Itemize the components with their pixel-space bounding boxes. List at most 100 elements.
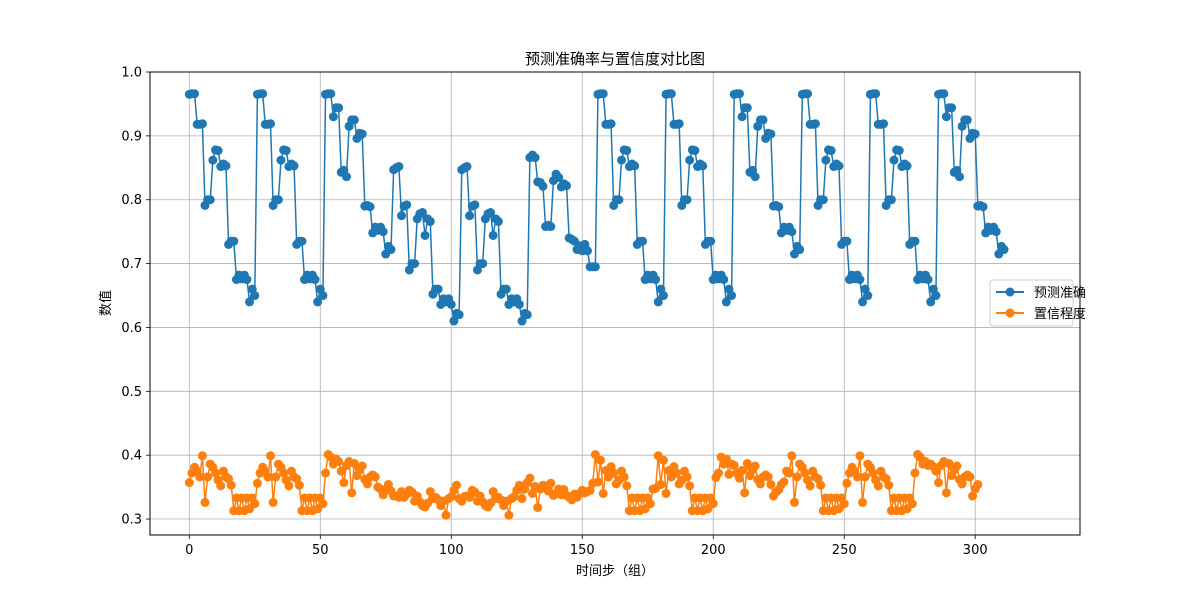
data-point: [868, 468, 878, 478]
data-point: [889, 155, 899, 165]
data-point: [334, 457, 344, 467]
data-point: [884, 480, 894, 490]
data-point: [554, 172, 564, 182]
data-point: [789, 497, 799, 507]
data-point: [517, 316, 527, 326]
data-point: [617, 155, 627, 165]
data-point: [213, 146, 223, 156]
data-point: [614, 195, 624, 205]
chart-title: 预测准确率与置信度对比图: [525, 50, 705, 68]
x-tick-label: 200: [701, 543, 726, 558]
data-point: [465, 211, 475, 221]
y-tick-label: 0.8: [121, 193, 142, 208]
data-point: [721, 297, 731, 307]
data-point: [941, 488, 951, 498]
data-point: [396, 211, 406, 221]
y-tick-label: 0.4: [121, 449, 142, 464]
x-tick-label: 250: [832, 543, 857, 558]
data-point: [737, 466, 747, 475]
data-point: [546, 222, 556, 232]
data-point: [263, 472, 273, 482]
data-point: [310, 275, 320, 285]
data-point: [328, 112, 338, 122]
data-point: [276, 155, 286, 165]
data-point: [855, 451, 865, 461]
data-point: [386, 245, 396, 255]
data-point: [800, 468, 810, 478]
data-point: [651, 275, 661, 285]
data-point: [268, 497, 278, 507]
data-point: [245, 297, 255, 307]
data-point: [734, 473, 744, 483]
data-point: [740, 488, 750, 498]
data-point: [339, 478, 349, 488]
data-point: [758, 115, 768, 125]
data-point: [318, 291, 328, 301]
data-point: [441, 510, 451, 520]
data-point: [690, 146, 700, 156]
data-point: [514, 299, 524, 309]
data-point: [818, 195, 828, 205]
data-point: [766, 129, 776, 139]
plot-frame: [149, 71, 1081, 536]
data-point: [454, 310, 464, 320]
data-point: [968, 491, 978, 501]
legend-marker-accuracy: [1005, 287, 1015, 297]
data-point: [250, 291, 260, 301]
legend-label-accuracy: 预测准确: [1034, 286, 1086, 301]
data-point: [970, 129, 980, 139]
data-point: [774, 202, 784, 212]
data-point: [619, 472, 629, 482]
data-point: [941, 112, 951, 122]
data-point: [229, 236, 239, 246]
data-point: [394, 162, 404, 172]
y-tick-label: 1.0: [121, 66, 142, 81]
data-point: [902, 161, 912, 171]
data-point: [763, 472, 773, 482]
data-point: [349, 115, 359, 125]
data-point: [803, 89, 813, 99]
data-point: [852, 472, 862, 482]
data-point: [446, 299, 456, 309]
data-point: [826, 146, 836, 156]
data-point: [779, 477, 789, 487]
data-point: [962, 115, 972, 125]
data-point: [425, 216, 435, 226]
data-point: [910, 468, 920, 478]
data-point: [879, 119, 889, 129]
data-point: [596, 455, 606, 465]
data-point: [486, 208, 496, 217]
data-point: [478, 259, 488, 269]
legend-marker-confidence: [1005, 308, 1015, 318]
data-point: [755, 479, 765, 489]
data-point: [622, 481, 632, 491]
data-point: [672, 468, 682, 478]
data-point: [590, 262, 600, 272]
data-point: [195, 472, 205, 482]
data-point: [787, 227, 797, 237]
data-point: [546, 478, 556, 488]
data-point: [698, 161, 708, 171]
data-point: [784, 468, 794, 478]
data-point: [834, 161, 844, 171]
data-point: [336, 466, 346, 476]
data-point: [674, 119, 684, 129]
data-point: [452, 480, 462, 490]
y-tick-label: 0.5: [121, 385, 142, 400]
data-point: [931, 466, 941, 476]
data-point: [590, 450, 600, 460]
data-point: [750, 172, 760, 182]
data-point: [965, 472, 975, 482]
data-point: [886, 195, 896, 205]
data-point: [724, 469, 734, 479]
data-point: [630, 161, 640, 171]
data-point: [719, 275, 729, 285]
y-tick-label: 0.3: [121, 513, 142, 528]
data-point: [863, 291, 873, 301]
y-axis-label: 数值: [98, 290, 114, 316]
data-point: [205, 195, 215, 205]
data-point: [821, 155, 831, 165]
data-point: [184, 478, 194, 488]
x-tick-label: 50: [312, 543, 329, 558]
